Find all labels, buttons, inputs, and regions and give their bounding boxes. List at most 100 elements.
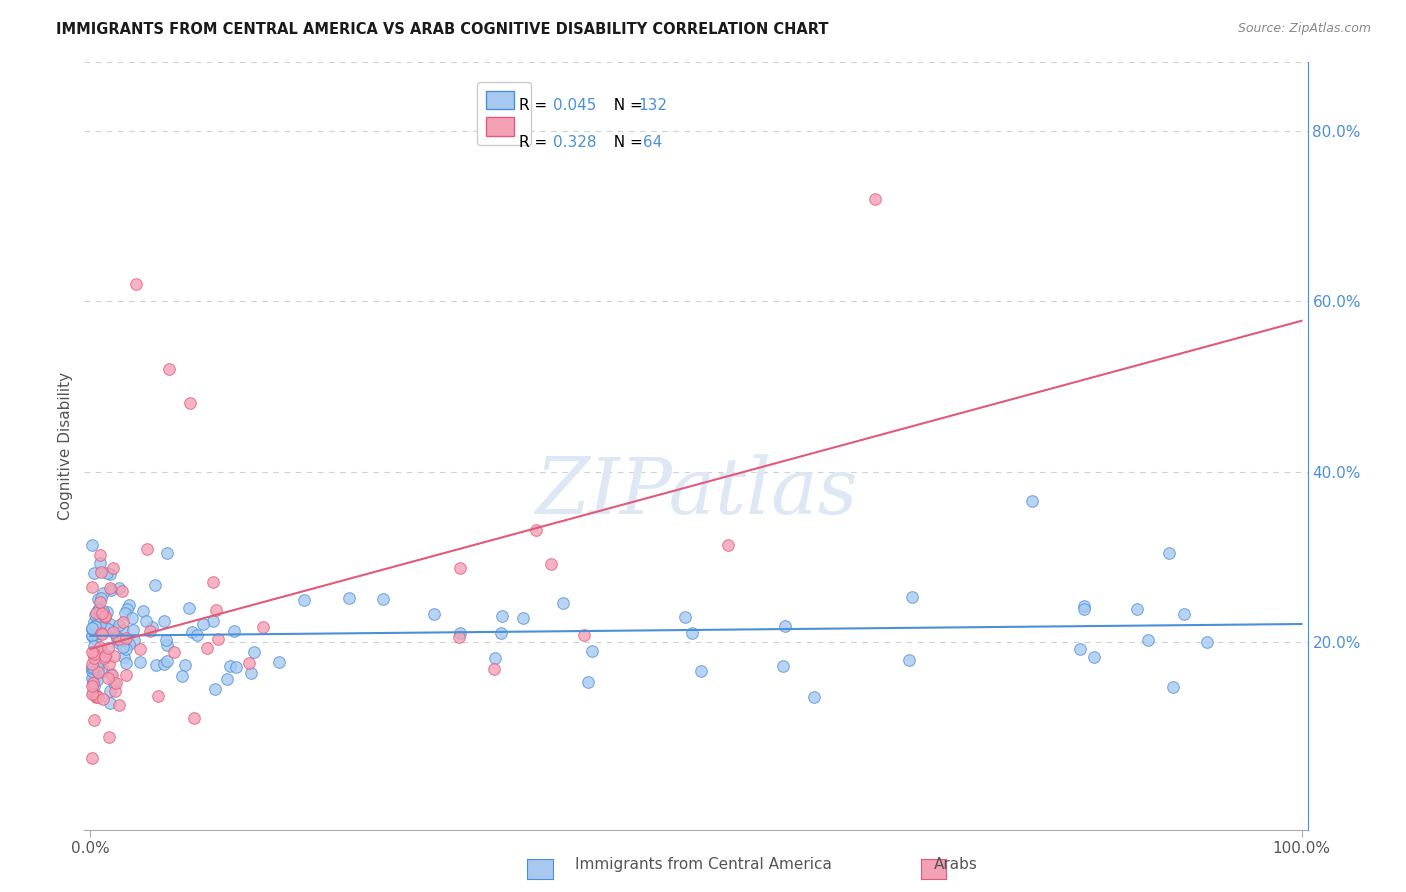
Point: [82, 672, 104, 686]
Point: [96, 648, 118, 662]
Text: Arabs: Arabs: [934, 857, 979, 872]
Point: [1195, 635, 1218, 649]
Point: [179, 396, 201, 410]
Point: [104, 684, 127, 698]
Point: [94, 648, 117, 663]
Point: [90, 565, 112, 579]
Point: [141, 620, 163, 634]
Point: [80, 629, 103, 643]
Point: [105, 676, 128, 690]
Point: [174, 658, 197, 673]
Point: [572, 628, 595, 642]
Point: [98, 683, 121, 698]
Point: [225, 660, 247, 674]
Point: [186, 628, 208, 642]
Point: [83, 647, 105, 661]
Text: 0.045: 0.045: [553, 98, 596, 113]
Point: [82, 661, 104, 675]
Point: [135, 542, 157, 557]
Point: [103, 649, 125, 664]
Point: [86, 658, 108, 673]
Point: [91, 606, 114, 620]
Point: [1069, 641, 1091, 656]
Point: [207, 632, 229, 646]
Point: [576, 675, 599, 690]
Point: [84, 619, 107, 633]
Point: [128, 655, 150, 669]
Point: [83, 566, 105, 581]
Point: [93, 651, 115, 665]
Point: [80, 645, 103, 659]
Legend: , : ,: [477, 81, 531, 145]
Point: [177, 601, 200, 615]
Point: [87, 662, 110, 676]
Point: [803, 690, 825, 705]
Point: [96, 605, 118, 619]
Point: [901, 591, 924, 605]
Point: [103, 625, 125, 640]
Point: [1173, 607, 1195, 621]
Point: [82, 676, 104, 690]
Point: [91, 586, 114, 600]
Point: [114, 631, 136, 645]
Point: [1137, 632, 1160, 647]
Point: [96, 621, 118, 635]
Point: [93, 609, 115, 624]
Point: [1021, 494, 1043, 508]
Point: [87, 604, 110, 618]
Point: [82, 679, 104, 693]
Point: [83, 639, 105, 653]
Point: [775, 619, 797, 633]
Point: [143, 577, 166, 591]
Point: [108, 698, 131, 712]
Point: [1073, 601, 1095, 615]
Point: [80, 622, 103, 636]
Point: [114, 606, 136, 620]
Point: [80, 662, 103, 676]
Point: [83, 679, 105, 693]
Point: [129, 642, 152, 657]
Point: [449, 561, 471, 575]
Point: [83, 615, 105, 629]
Point: [122, 633, 145, 648]
Point: [1073, 599, 1095, 614]
Point: [239, 666, 262, 681]
Point: [100, 696, 122, 710]
Point: [155, 632, 177, 647]
Point: [146, 689, 169, 703]
Point: [717, 538, 740, 552]
Point: [108, 581, 131, 595]
Point: [89, 548, 111, 562]
Point: [87, 690, 110, 705]
Point: [105, 632, 128, 646]
Point: [83, 619, 105, 633]
Point: [191, 617, 214, 632]
Point: [484, 650, 506, 665]
Point: [98, 567, 121, 582]
Point: [104, 623, 127, 637]
Point: [100, 666, 122, 681]
Text: Source: ZipAtlas.com: Source: ZipAtlas.com: [1237, 22, 1371, 36]
Point: [87, 611, 110, 625]
Point: [292, 592, 315, 607]
Point: [84, 688, 107, 702]
Point: [97, 622, 120, 636]
Point: [87, 603, 110, 617]
Point: [84, 689, 107, 703]
Point: [83, 671, 105, 685]
Point: [157, 362, 180, 376]
Point: [82, 660, 104, 674]
Point: [101, 560, 124, 574]
Point: [86, 606, 108, 620]
Point: [80, 657, 103, 671]
Point: [1161, 680, 1184, 694]
Point: [93, 665, 115, 679]
Point: [97, 640, 120, 655]
Text: R =: R =: [519, 98, 551, 113]
Point: [491, 609, 513, 624]
Point: [94, 624, 117, 639]
Point: [204, 603, 226, 617]
Text: 0.328: 0.328: [553, 135, 596, 150]
Point: [91, 604, 114, 618]
Point: [489, 626, 512, 640]
